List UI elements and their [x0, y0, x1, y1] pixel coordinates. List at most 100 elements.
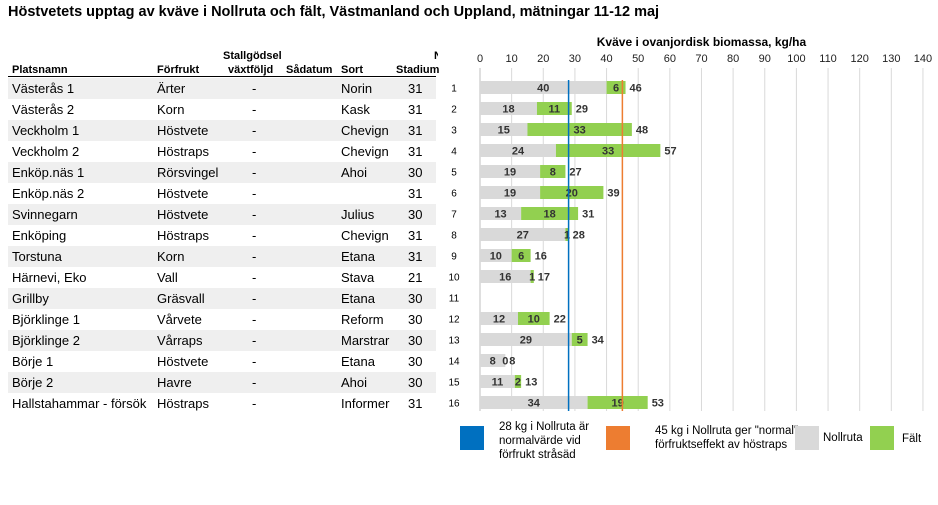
data-label-nollruta: 11 — [492, 377, 504, 389]
data-label-falt: 33 — [574, 125, 586, 137]
table-row: Enköp.näs 1 Rörsvingel - Ahoi 30 — [8, 162, 436, 183]
data-label-falt: 11 — [549, 104, 561, 116]
cell-forfrukt: Höstvete — [157, 207, 209, 222]
cell-platsnamn: Björklinge 1 — [12, 312, 80, 327]
bar-falt — [606, 81, 626, 94]
cell-stadium: 31 — [408, 396, 423, 411]
category-label: 7 — [451, 210, 457, 221]
x-tick-label: 100 — [787, 53, 805, 65]
cell-stallgodsel: - — [252, 375, 257, 390]
cell-stallgodsel: - — [252, 207, 257, 222]
bar-falt — [540, 165, 566, 178]
x-tick-label: 50 — [632, 53, 644, 65]
bar-nollruta — [480, 81, 607, 94]
category-label: 4 — [451, 147, 457, 158]
data-label-falt: 18 — [543, 209, 555, 221]
data-label-nollruta: 18 — [502, 104, 514, 116]
table-row: Grillby Gräsvall - Etana 30 — [8, 288, 436, 309]
cell-stadium: 31 — [408, 249, 423, 264]
header-sort: Sort — [341, 64, 363, 76]
cell-forfrukt: Vall — [157, 270, 178, 285]
data-label-falt: 10 — [528, 314, 540, 326]
cell-sort: Reform — [341, 312, 384, 327]
cell-stallgodsel: - — [252, 186, 257, 201]
data-label-total: 53 — [652, 398, 664, 410]
cell-platsnamn: Torstuna — [12, 249, 62, 264]
bar-falt — [517, 312, 550, 325]
data-label-total: 39 — [607, 188, 619, 200]
cell-sort: Julius — [341, 207, 375, 222]
cell-stallgodsel: - — [252, 291, 257, 306]
cell-forfrukt: Höstvete — [157, 186, 209, 201]
data-label-falt: 8 — [550, 167, 556, 179]
cell-platsnamn: Svinnegarn — [12, 207, 78, 222]
cell-sort: Etana — [341, 291, 375, 306]
data-label-total: 16 — [535, 251, 547, 263]
x-tick-label: 120 — [851, 53, 869, 65]
data-label-falt: 6 — [518, 251, 524, 263]
cell-forfrukt: Korn — [157, 102, 185, 117]
data-label-nollruta: 8 — [490, 356, 496, 368]
data-label-nollruta: 19 — [504, 188, 516, 200]
header-stadium: Stadium — [396, 64, 440, 76]
category-label: 11 — [449, 294, 460, 305]
data-label-nollruta: 13 — [494, 209, 506, 221]
cell-stadium: 31 — [408, 228, 423, 243]
cell-sort: Marstrar — [341, 333, 390, 348]
legend-nollruta-label: Nollruta — [823, 432, 863, 444]
table-row: Börje 2 Havre - Ahoi 30 — [8, 372, 436, 393]
data-label-nollruta: 15 — [498, 125, 510, 137]
cell-stallgodsel: - — [252, 270, 257, 285]
cell-platsnamn: Enköping — [12, 228, 67, 243]
table-row: Björklinge 2 Vårraps - Marstrar 30 — [8, 330, 436, 351]
cell-stadium: 30 — [408, 375, 423, 390]
x-tick-label: 10 — [506, 53, 518, 65]
table-row: Västerås 2 Korn - Kask 31 — [8, 99, 436, 120]
data-label-total: 27 — [569, 167, 581, 179]
x-tick-label: 0 — [477, 53, 483, 65]
data-label-nollruta: 12 — [493, 314, 505, 326]
cell-stadium: 30 — [408, 354, 423, 369]
cell-stadium: 30 — [408, 291, 423, 306]
category-label: 9 — [451, 252, 457, 263]
data-label-nollruta: 29 — [520, 335, 532, 347]
bar-falt — [511, 249, 531, 262]
cell-forfrukt: Havre — [157, 375, 192, 390]
bar-nollruta — [480, 123, 528, 136]
x-tick-label: 130 — [882, 53, 900, 65]
bar-falt — [530, 270, 534, 283]
cell-stadium: 31 — [408, 81, 423, 96]
cell-stadium: 31 — [408, 144, 423, 159]
category-label: 10 — [448, 273, 460, 284]
cell-platsnamn: Veckholm 2 — [12, 144, 80, 159]
cell-platsnamn: Hallstahammar - försök — [12, 396, 147, 411]
legend-orange-label: 45 kg i Nollruta ger "normal" förfruktse… — [655, 425, 799, 451]
table-row: Torstuna Korn - Etana 31 — [8, 246, 436, 267]
cell-forfrukt: Rörsvingel — [157, 165, 219, 180]
data-label-falt: 5 — [577, 335, 583, 347]
bar-falt — [527, 123, 632, 136]
bar-falt — [571, 333, 588, 346]
header-stadium-top: N — [434, 50, 438, 62]
bar-nollruta — [480, 333, 572, 346]
category-label: 15 — [448, 378, 460, 389]
data-label-total: 28 — [573, 230, 585, 242]
cell-platsnamn: Veckholm 1 — [12, 123, 80, 138]
table-row: Björklinge 1 Vårvete - Reform 30 — [8, 309, 436, 330]
legend-nollruta-swatch — [795, 426, 819, 450]
bar-falt — [514, 375, 522, 388]
cell-stallgodsel: - — [252, 249, 257, 264]
cell-stadium: 30 — [408, 312, 423, 327]
bar-nollruta — [480, 207, 522, 220]
x-tick-label: 70 — [695, 53, 707, 65]
legend-blue-label: 28 kg i Nollruta är normalvärde vid förf… — [499, 421, 590, 461]
cell-stadium: 30 — [408, 333, 423, 348]
cell-stallgodsel: - — [252, 312, 257, 327]
header-sadatum: Sådatum — [286, 64, 333, 76]
data-label-total: 46 — [630, 83, 642, 95]
chart-title: Kväve i ovanjordisk biomassa, kg/ha — [597, 35, 807, 49]
cell-sort: Etana — [341, 354, 375, 369]
x-tick-label: 110 — [819, 53, 837, 65]
cell-stallgodsel: - — [252, 102, 257, 117]
data-label-falt: 2 — [515, 377, 521, 389]
